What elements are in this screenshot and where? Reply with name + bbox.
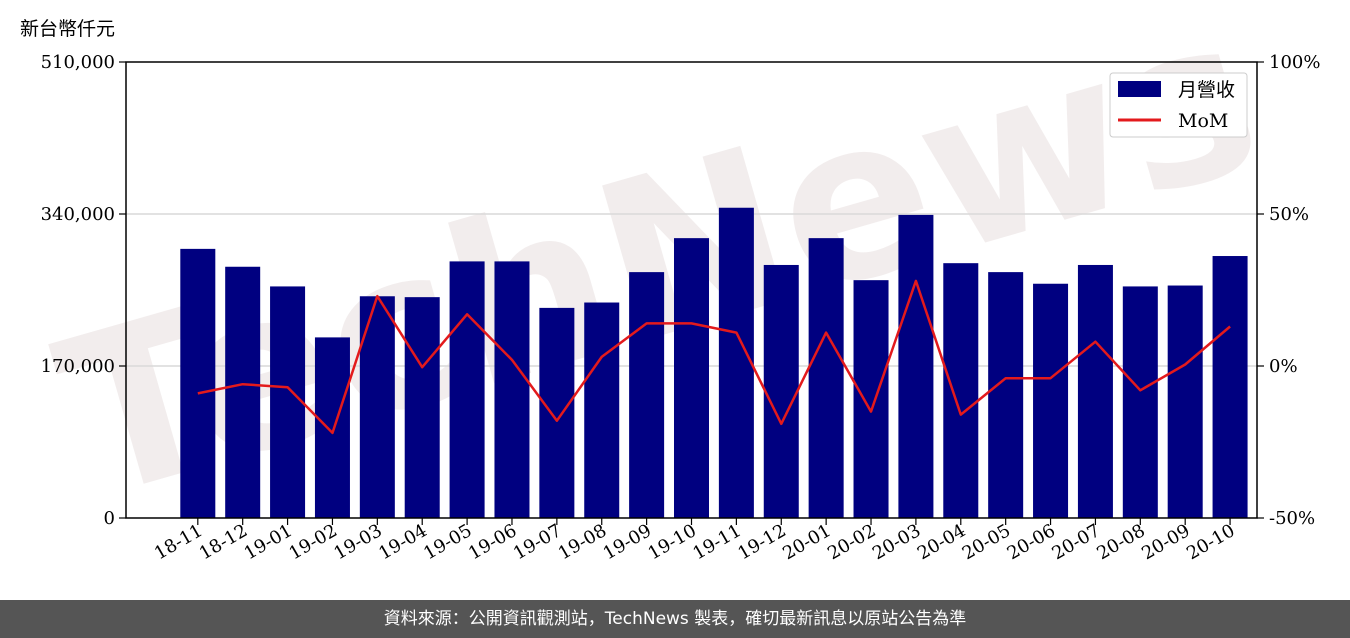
x-tick-label: 19-03 [330, 520, 385, 564]
x-tick-label: 20-10 [1183, 520, 1238, 564]
left-tick-label: 510,000 [41, 52, 115, 73]
y-axis-unit-label: 新台幣仟元 [20, 18, 116, 40]
x-tick-label: 19-01 [241, 520, 296, 564]
bar-20-03 [898, 214, 934, 519]
bar-19-02 [314, 337, 350, 518]
x-tick-label: 20-07 [1048, 520, 1103, 564]
x-tick-label: 20-09 [1138, 520, 1193, 564]
legend-bar-swatch [1118, 81, 1161, 97]
x-tick-label: 20-01 [779, 520, 834, 564]
x-tick-label: 19-05 [420, 520, 475, 564]
bar-18-11 [180, 248, 216, 518]
bar-19-04 [404, 297, 440, 518]
bar-20-02 [853, 280, 889, 518]
x-tick-label: 20-08 [1093, 520, 1148, 564]
x-tick-label: 19-04 [375, 520, 430, 564]
mom-series-line [197, 279, 1231, 435]
right-tick-label: -50% [1269, 508, 1315, 529]
bar-20-06 [1033, 283, 1069, 518]
bar-19-10 [673, 238, 710, 518]
x-tick-label: 18-12 [196, 520, 251, 564]
x-tick-label: 20-02 [824, 520, 879, 564]
x-tick-label: 19-02 [286, 520, 341, 564]
x-axis: 18-1118-1219-0119-0219-0319-0419-0519-06… [151, 518, 1239, 564]
bar-19-09 [629, 272, 665, 518]
bar-19-01 [270, 286, 306, 518]
x-tick-label: 19-06 [465, 520, 520, 564]
legend: 月營收 MoM [1109, 72, 1248, 138]
legend-label-revenue: 月營收 [1178, 79, 1235, 101]
right-tick-label: 0% [1269, 356, 1298, 377]
x-tick-label: 19-12 [734, 520, 789, 564]
bar-20-10 [1212, 256, 1248, 518]
legend-label-mom: MoM [1178, 110, 1228, 132]
left-tick-label: 170,000 [41, 356, 115, 377]
left-y-axis: 0 170,000 340,000 510,000 [41, 52, 126, 529]
x-tick-label: 19-10 [645, 520, 700, 564]
bar-20-09 [1167, 285, 1203, 518]
bar-20-05 [988, 272, 1024, 518]
right-y-axis: -50% 0% 50% 100% [1257, 52, 1320, 529]
right-tick-label: 100% [1269, 52, 1320, 73]
x-tick-label: 19-11 [689, 520, 744, 564]
bar-19-08 [584, 302, 620, 518]
x-tick-label: 19-08 [555, 520, 610, 564]
mom-line [197, 279, 1231, 435]
x-tick-label: 20-05 [959, 520, 1014, 564]
source-footer: 資料來源：公開資訊觀測站，TechNews 製表，確切最新訊息以原站公告為準 [0, 600, 1350, 638]
bar-20-07 [1077, 264, 1113, 518]
bar-18-12 [225, 266, 261, 518]
x-tick-label: 20-04 [914, 520, 969, 564]
bar-19-07 [539, 307, 575, 518]
revenue-bars [180, 207, 1248, 519]
bar-19-05 [449, 261, 485, 518]
x-tick-label: 19-07 [510, 520, 565, 564]
bar-20-04 [943, 263, 979, 518]
right-tick-label: 50% [1269, 204, 1309, 225]
left-tick-label: 340,000 [41, 204, 115, 225]
left-tick-label: 0 [104, 508, 115, 529]
x-tick-label: 20-06 [1004, 520, 1059, 564]
bar-19-11 [718, 207, 754, 518]
bar-19-06 [494, 261, 530, 518]
bar-19-12 [763, 264, 799, 518]
x-tick-label: 19-09 [600, 520, 655, 564]
bar-20-01 [808, 238, 844, 518]
bar-20-08 [1122, 286, 1158, 518]
x-tick-label: 20-03 [869, 520, 924, 564]
